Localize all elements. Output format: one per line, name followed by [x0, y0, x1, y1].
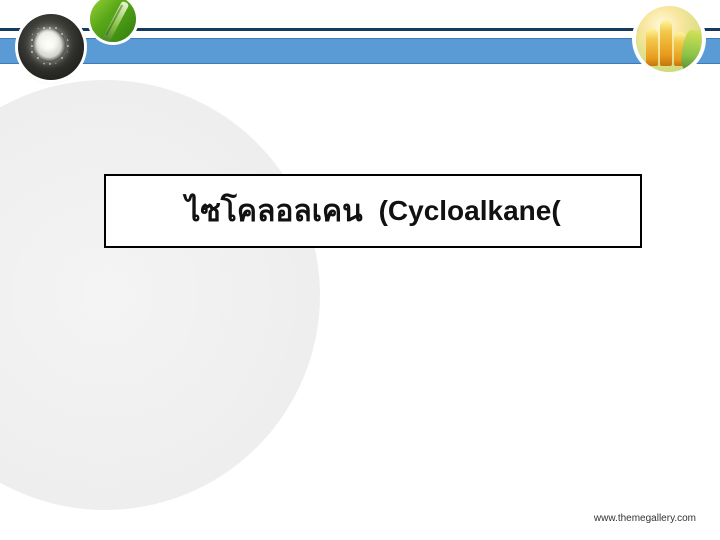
title-english: (Cycloalkane( [379, 195, 561, 227]
title-thai: ไซโคลอลเคน [185, 188, 362, 235]
title-box: ไซโคลอลเคน (Cycloalkane( [104, 174, 642, 248]
slide-container: ไซโคลอลเคน (Cycloalkane( www.themegaller… [0, 0, 720, 540]
dandelion-icon [18, 14, 84, 80]
leaf-icon [90, 0, 136, 42]
tulip-icon [636, 6, 702, 72]
background-circle [0, 80, 320, 510]
footer-url: www.themegallery.com [594, 513, 696, 524]
